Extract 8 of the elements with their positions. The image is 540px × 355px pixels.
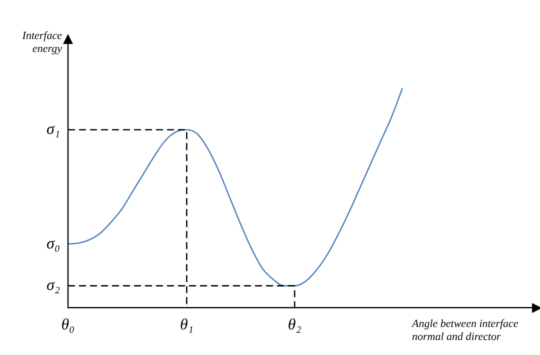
x-tick-label: θ₂ xyxy=(288,316,302,334)
x-tick-label: θ₀ xyxy=(61,316,75,334)
annotation: σ₀ xyxy=(46,235,60,252)
ref-line-label: σ₁ xyxy=(46,120,60,138)
x-tick-label: θ₁ xyxy=(180,316,194,334)
y-axis-title: Interface energy xyxy=(21,30,62,56)
ref-line-label: σ₂ xyxy=(46,277,60,294)
x-axis-title: Angle between interface normal and director xyxy=(412,318,520,344)
